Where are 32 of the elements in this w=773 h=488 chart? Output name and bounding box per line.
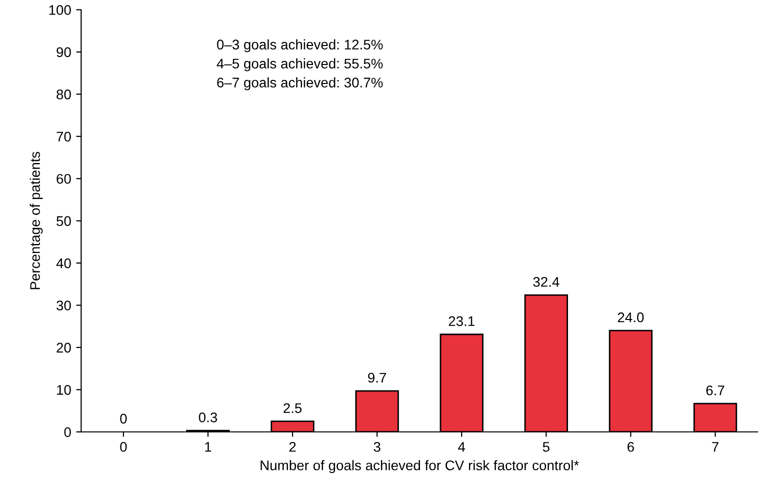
data-label: 6.7 (706, 385, 724, 396)
data-label: 9.7 (368, 372, 386, 383)
x-tick-label: 7 (712, 442, 718, 452)
x-tick-label: 2 (289, 442, 296, 452)
y-tick-label: 80 (56, 90, 71, 100)
y-tick-label: 0 (64, 427, 71, 438)
y-tick-label: 100 (49, 5, 71, 15)
data-label: 0 (120, 414, 127, 424)
y-tick-label: 30 (56, 300, 71, 310)
y-tick-label: 50 (56, 216, 71, 226)
x-tick-label: 4 (458, 442, 466, 452)
data-label: 32.4 (533, 276, 560, 287)
y-tick-label: 10 (57, 385, 71, 395)
x-tick-label: 6 (628, 442, 634, 452)
x-tick-label: 5 (542, 442, 550, 452)
data-label: 2.5 (284, 403, 302, 414)
data-label: 23.1 (448, 316, 474, 326)
y-tick-label: 70 (56, 132, 71, 142)
y-tick-label: 40 (56, 258, 71, 268)
x-tick-label: 3 (374, 442, 380, 452)
data-label: 0.3 (198, 412, 218, 422)
data-label: 24.0 (618, 312, 644, 322)
y-axis-title: Percentage of patients (30, 152, 43, 290)
y-tick-label: 90 (56, 47, 71, 58)
annotation: 4–5 goals achieved: 55.5% (216, 58, 383, 72)
x-tick-label: 1 (205, 442, 212, 452)
y-tick-label: 20 (56, 342, 71, 353)
annotation: 6–7 goals achieved: 30.7% (217, 77, 383, 90)
x-axis-title: Number of goals achieved for CV risk factor control* (260, 460, 579, 474)
x-tick-label: 0 (120, 442, 127, 452)
y-tick-label: 60 (56, 174, 71, 184)
annotation: 0–3 goals achieved: 12.5% (216, 39, 383, 52)
